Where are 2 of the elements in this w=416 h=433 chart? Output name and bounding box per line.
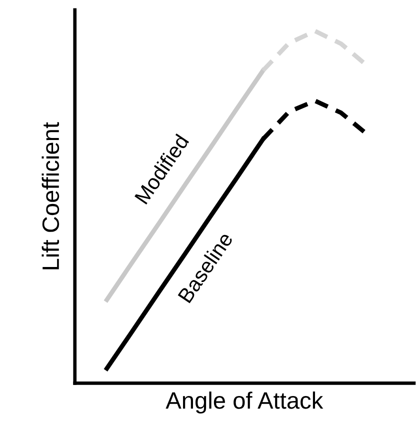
x-axis-title: Angle of Attack bbox=[166, 392, 324, 414]
y-axis-title: Lift Coefficient bbox=[42, 122, 60, 270]
